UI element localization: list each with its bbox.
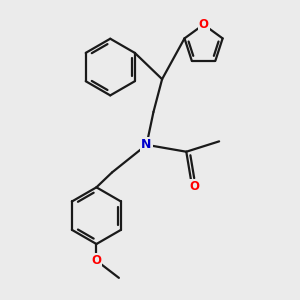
Text: O: O bbox=[92, 254, 101, 267]
Text: N: N bbox=[141, 138, 152, 151]
Text: O: O bbox=[199, 18, 208, 31]
Text: O: O bbox=[189, 180, 199, 193]
